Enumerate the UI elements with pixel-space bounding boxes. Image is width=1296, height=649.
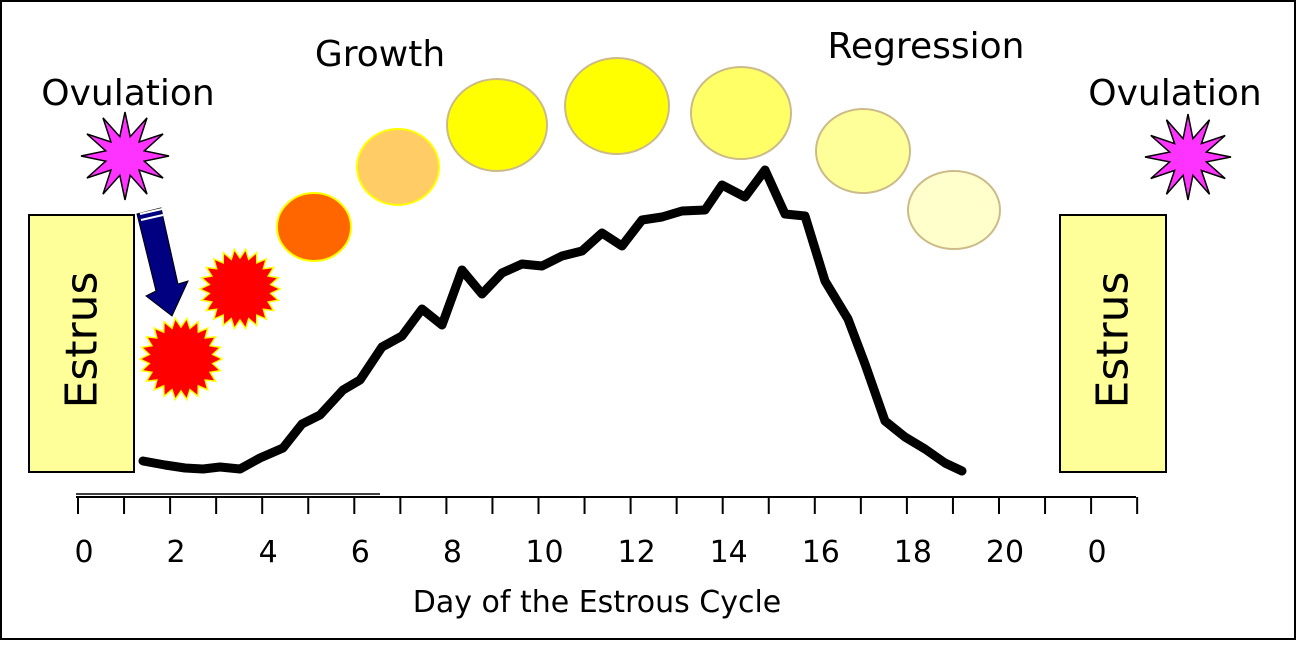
down-arrow-icon [136, 207, 189, 317]
spiky-follicle-icon [198, 247, 282, 331]
oval-follicle-icon [564, 57, 670, 155]
oval-follicle-icon [356, 128, 440, 206]
tick-marks [77, 497, 1139, 514]
tick-label: 0 [74, 535, 93, 570]
growth-label: Growth [315, 34, 445, 75]
estrus-label-right: Estrus [1088, 272, 1139, 409]
spiky-follicle-icon [138, 316, 224, 402]
ovulation-label-left: Ovulation [41, 73, 214, 114]
tick-labels: 0 2 4 6 8 10 12 14 16 18 20 0 [74, 535, 1106, 570]
tick-label: 16 [802, 535, 840, 570]
tick-label: 6 [351, 535, 370, 570]
estrus-box-left: Estrus [28, 214, 135, 473]
tick-label: 2 [167, 535, 186, 570]
x-axis-title: Day of the Estrous Cycle [413, 585, 782, 620]
tick-label: 18 [894, 535, 932, 570]
estrus-box-right-rect [1059, 214, 1167, 473]
oval-follicle-icon [276, 192, 352, 262]
burst-star-icon [80, 111, 170, 201]
tick-label: 14 [710, 535, 748, 570]
tick-label: 10 [525, 535, 563, 570]
tick-label: 8 [443, 535, 462, 570]
burst-star-icon [1144, 113, 1232, 201]
estrus-box-right: Estrus [1059, 214, 1167, 473]
follicle-size-curve [138, 165, 967, 476]
tick-label: 12 [618, 535, 656, 570]
tick-label: 0 [1088, 535, 1107, 570]
tick-label: 4 [259, 535, 278, 570]
estrus-label-left: Estrus [57, 272, 108, 409]
ovulation-label-right: Ovulation [1088, 73, 1261, 114]
oval-follicle-icon [815, 108, 911, 194]
oval-follicle-icon [907, 170, 1001, 250]
tick-label: 20 [986, 535, 1024, 570]
regression-label: Regression [828, 26, 1025, 67]
x-axis: 0 2 4 6 8 10 12 14 16 18 20 0 [74, 493, 1139, 570]
oval-follicle-icon [690, 66, 792, 160]
oval-follicle-icon [446, 78, 548, 172]
estrus-box-left-rect [28, 214, 135, 473]
